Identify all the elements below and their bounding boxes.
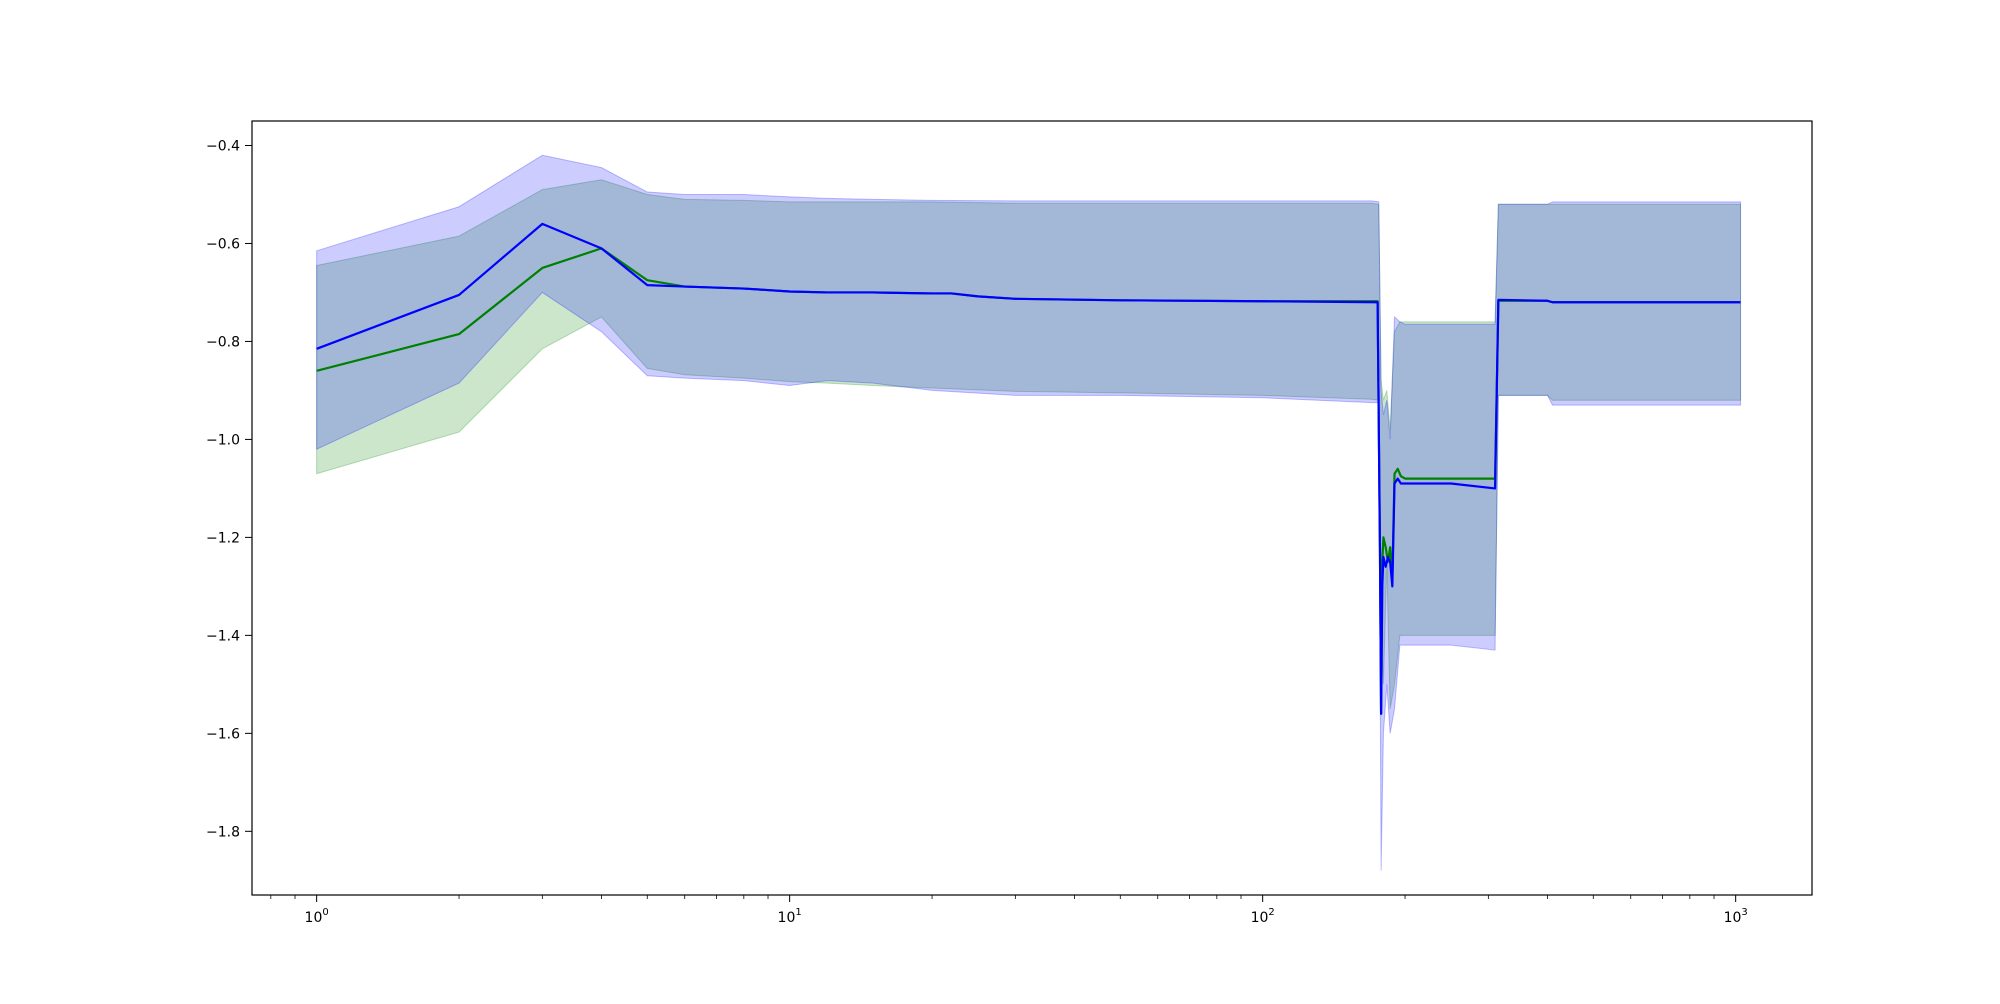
axes: −0.4 −0.6 −0.8 −1.0 −1.2 −1.4 −1.6 −1.8 100 101 10… bbox=[206, 120, 1813, 926]
x-tick-label: 103 bbox=[1724, 907, 1748, 926]
confidence-band-1 bbox=[316, 154, 1742, 871]
y-tick-label: −1.4 bbox=[206, 628, 240, 644]
y-tick-label: −1.8 bbox=[206, 824, 240, 840]
plot-frame bbox=[251, 120, 1813, 896]
y-tick-label: −1.2 bbox=[206, 530, 240, 546]
y-tick-label: −0.4 bbox=[206, 138, 240, 154]
series-lines bbox=[316, 222, 1741, 715]
y-tick-label: −1.0 bbox=[206, 432, 240, 448]
x-tick-label: 100 bbox=[305, 907, 329, 926]
x-tick-label: 102 bbox=[1251, 907, 1275, 926]
y-tick-label: −0.6 bbox=[206, 236, 240, 252]
x-tick-label: 101 bbox=[778, 907, 802, 926]
confidence-band-0 bbox=[316, 179, 1742, 709]
confidence-bands bbox=[316, 154, 1742, 871]
series-line-1 bbox=[316, 222, 1741, 715]
y-tick-label: −1.6 bbox=[206, 726, 240, 742]
y-tick-label: −0.8 bbox=[206, 334, 240, 350]
